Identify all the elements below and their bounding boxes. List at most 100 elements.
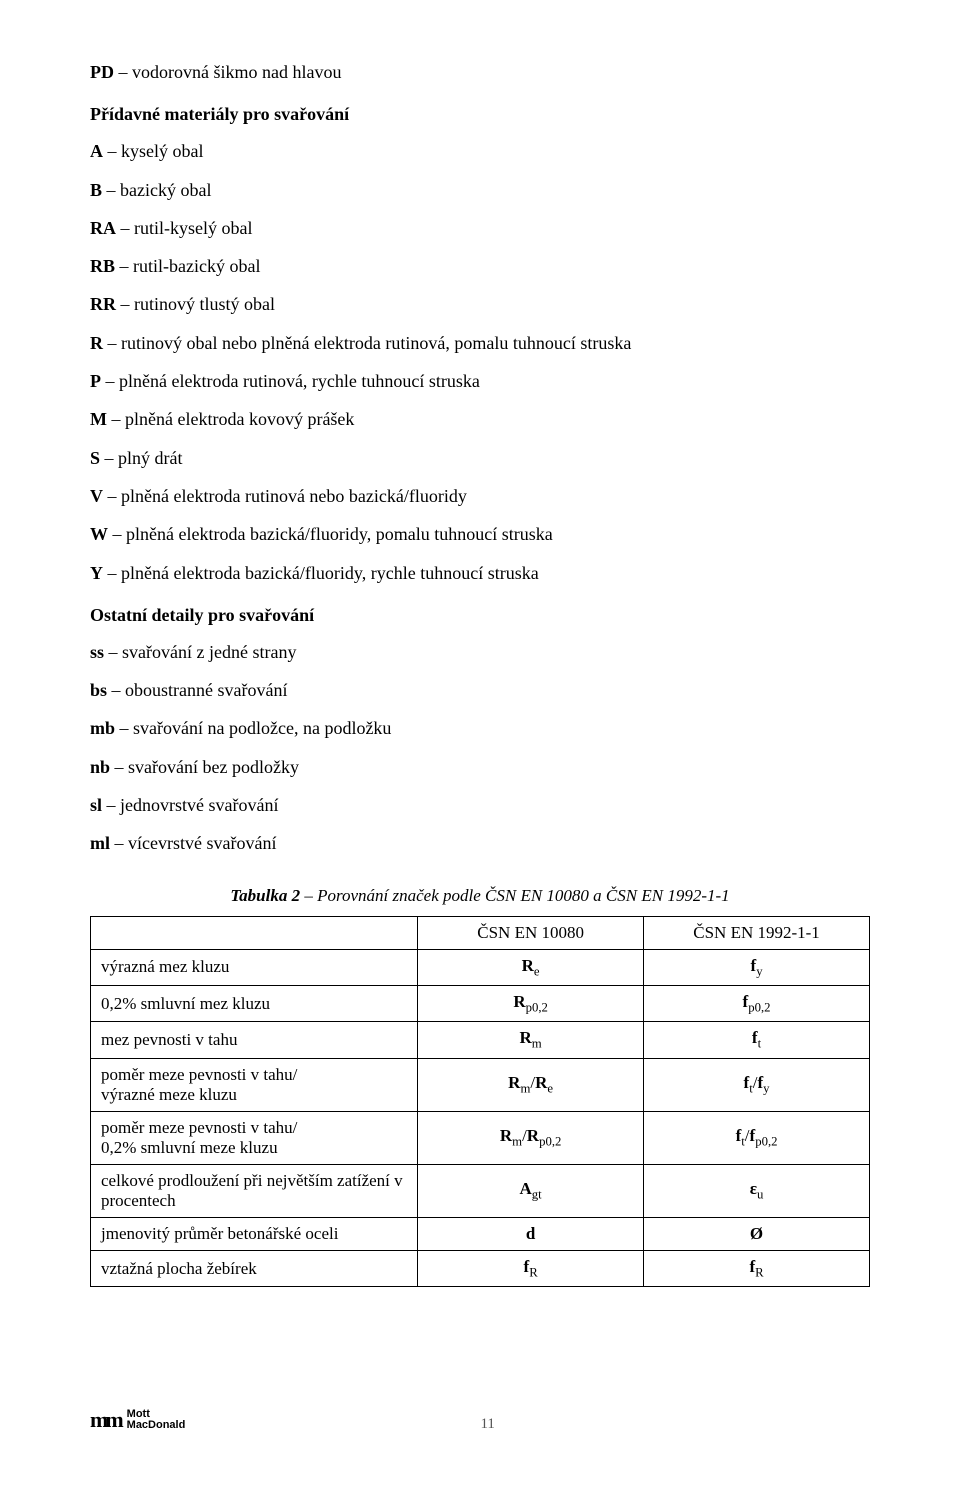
table-row: mez pevnosti v tahuRmft — [91, 1022, 870, 1058]
def-code: sl — [90, 795, 102, 815]
def-line: RB – rutil-bazický obal — [90, 254, 870, 278]
logo-text: MottMacDonald — [127, 1409, 186, 1432]
def-text: – rutil-bazický obal — [115, 256, 260, 276]
def-text: – plný drát — [100, 448, 183, 468]
row-label: výrazná mez kluzu — [91, 949, 418, 985]
def-line: ss – svařování z jedné strany — [90, 640, 870, 664]
header-empty — [91, 916, 418, 949]
def-line: nb – svařování bez podložky — [90, 755, 870, 779]
def-line: PD – vodorovná šikmo nad hlavou — [90, 60, 870, 84]
def-code: Y — [90, 563, 103, 583]
def-line: ml – vícevrstvé svařování — [90, 831, 870, 855]
def-line: sl – jednovrstvé svařování — [90, 793, 870, 817]
def-line: Y – plněná elektroda bazická/fluoridy, r… — [90, 561, 870, 585]
def-text: – svařování bez podložky — [110, 757, 299, 777]
def-line: V – plněná elektroda rutinová nebo bazic… — [90, 484, 870, 508]
table-row: 0,2% smluvní mez kluzuRp0,2fp0,2 — [91, 986, 870, 1022]
def-text: – vodorovná šikmo nad hlavou — [114, 62, 341, 82]
def-line: M – plněná elektroda kovový prášek — [90, 407, 870, 431]
def-text: – plněná elektroda bazická/fluoridy, ryc… — [103, 563, 539, 583]
table-row: celkové prodloužení při největším zatíže… — [91, 1164, 870, 1217]
def-code: P — [90, 371, 101, 391]
row-col3: Ø — [644, 1217, 870, 1250]
row-label: 0,2% smluvní mez kluzu — [91, 986, 418, 1022]
row-label: poměr meze pevnosti v tahu/ 0,2% smluvní… — [91, 1111, 418, 1164]
def-text: – rutinový obal nebo plněná elektroda ru… — [103, 333, 631, 353]
def-text: – plněná elektroda bazická/fluoridy, pom… — [108, 524, 553, 544]
def-line: S – plný drát — [90, 446, 870, 470]
def-text: – jednovrstvé svařování — [102, 795, 278, 815]
logo: mm MottMacDonald — [90, 1407, 185, 1433]
def-code: A — [90, 141, 103, 161]
table-row: výrazná mez kluzuRefy — [91, 949, 870, 985]
def-code: RA — [90, 218, 116, 238]
caption-rest: – Porovnání značek podle ČSN EN 10080 a … — [300, 886, 730, 905]
def-code: S — [90, 448, 100, 468]
table-row: poměr meze pevnosti v tahu/ výrazné meze… — [91, 1058, 870, 1111]
def-text: – plněná elektroda kovový prášek — [107, 409, 354, 429]
def-line: mb – svařování na podložce, na podložku — [90, 716, 870, 740]
def-text: – rutinový tlustý obal — [116, 294, 275, 314]
table-caption: Tabulka 2 – Porovnání značek podle ČSN E… — [90, 886, 870, 906]
def-text: – rutil-kyselý obal — [116, 218, 252, 238]
def-line: RR – rutinový tlustý obal — [90, 292, 870, 316]
def-line: R – rutinový obal nebo plněná elektroda … — [90, 331, 870, 355]
def-text: – plněná elektroda rutinová, rychle tuhn… — [101, 371, 480, 391]
def-text: – kyselý obal — [103, 141, 204, 161]
def-code: mb — [90, 718, 115, 738]
def-code: R — [90, 333, 103, 353]
table-row: vztažná plocha žebírekfRfR — [91, 1250, 870, 1286]
row-col2: Agt — [418, 1164, 644, 1217]
row-col2: Rm/Re — [418, 1058, 644, 1111]
def-text: – oboustranné svařování — [107, 680, 287, 700]
header-col2: ČSN EN 10080 — [418, 916, 644, 949]
def-line: A – kyselý obal — [90, 139, 870, 163]
table-row: poměr meze pevnosti v tahu/ 0,2% smluvní… — [91, 1111, 870, 1164]
row-label: poměr meze pevnosti v tahu/ výrazné meze… — [91, 1058, 418, 1111]
def-code: V — [90, 486, 103, 506]
def-text: – plněná elektroda rutinová nebo bazická… — [103, 486, 467, 506]
def-code: M — [90, 409, 107, 429]
row-col3: fy — [644, 949, 870, 985]
table-header-row: ČSN EN 10080 ČSN EN 1992-1-1 — [91, 916, 870, 949]
logo-icon: mm — [90, 1407, 121, 1433]
def-line: bs – oboustranné svařování — [90, 678, 870, 702]
row-label: celkové prodloužení při největším zatíže… — [91, 1164, 418, 1217]
row-col2: Rm/Rp0,2 — [418, 1111, 644, 1164]
row-label: jmenovitý průměr betonářské oceli — [91, 1217, 418, 1250]
def-code: nb — [90, 757, 110, 777]
row-label: vztažná plocha žebírek — [91, 1250, 418, 1286]
table-row: jmenovitý průměr betonářské ocelidØ — [91, 1217, 870, 1250]
header-col3: ČSN EN 1992-1-1 — [644, 916, 870, 949]
def-code: PD — [90, 62, 114, 82]
row-col3: fR — [644, 1250, 870, 1286]
def-code: RR — [90, 294, 116, 314]
def-code: bs — [90, 680, 107, 700]
row-label: mez pevnosti v tahu — [91, 1022, 418, 1058]
def-text: – bazický obal — [102, 180, 211, 200]
def-line: B – bazický obal — [90, 178, 870, 202]
section1-title: Přídavné materiály pro svařování — [90, 104, 870, 125]
row-col3: ft — [644, 1022, 870, 1058]
def-line: W – plněná elektroda bazická/fluoridy, p… — [90, 522, 870, 546]
def-code: ml — [90, 833, 110, 853]
row-col3: fp0,2 — [644, 986, 870, 1022]
def-code: RB — [90, 256, 115, 276]
def-code: ss — [90, 642, 104, 662]
row-col2: d — [418, 1217, 644, 1250]
row-col3: εu — [644, 1164, 870, 1217]
page-number: 11 — [185, 1416, 790, 1433]
page-footer: mm MottMacDonald 11 — [0, 1407, 960, 1453]
row-col2: fR — [418, 1250, 644, 1286]
def-text: – svařování z jedné strany — [104, 642, 296, 662]
row-col3: ft/fy — [644, 1058, 870, 1111]
row-col3: ft/fp0,2 — [644, 1111, 870, 1164]
def-text: – svařování na podložce, na podložku — [115, 718, 391, 738]
comparison-table: ČSN EN 10080 ČSN EN 1992-1-1 výrazná mez… — [90, 916, 870, 1288]
def-text: – vícevrstvé svařování — [110, 833, 276, 853]
def-code: B — [90, 180, 102, 200]
caption-prefix: Tabulka 2 — [230, 886, 300, 905]
def-line: RA – rutil-kyselý obal — [90, 216, 870, 240]
row-col2: Rp0,2 — [418, 986, 644, 1022]
row-col2: Rm — [418, 1022, 644, 1058]
